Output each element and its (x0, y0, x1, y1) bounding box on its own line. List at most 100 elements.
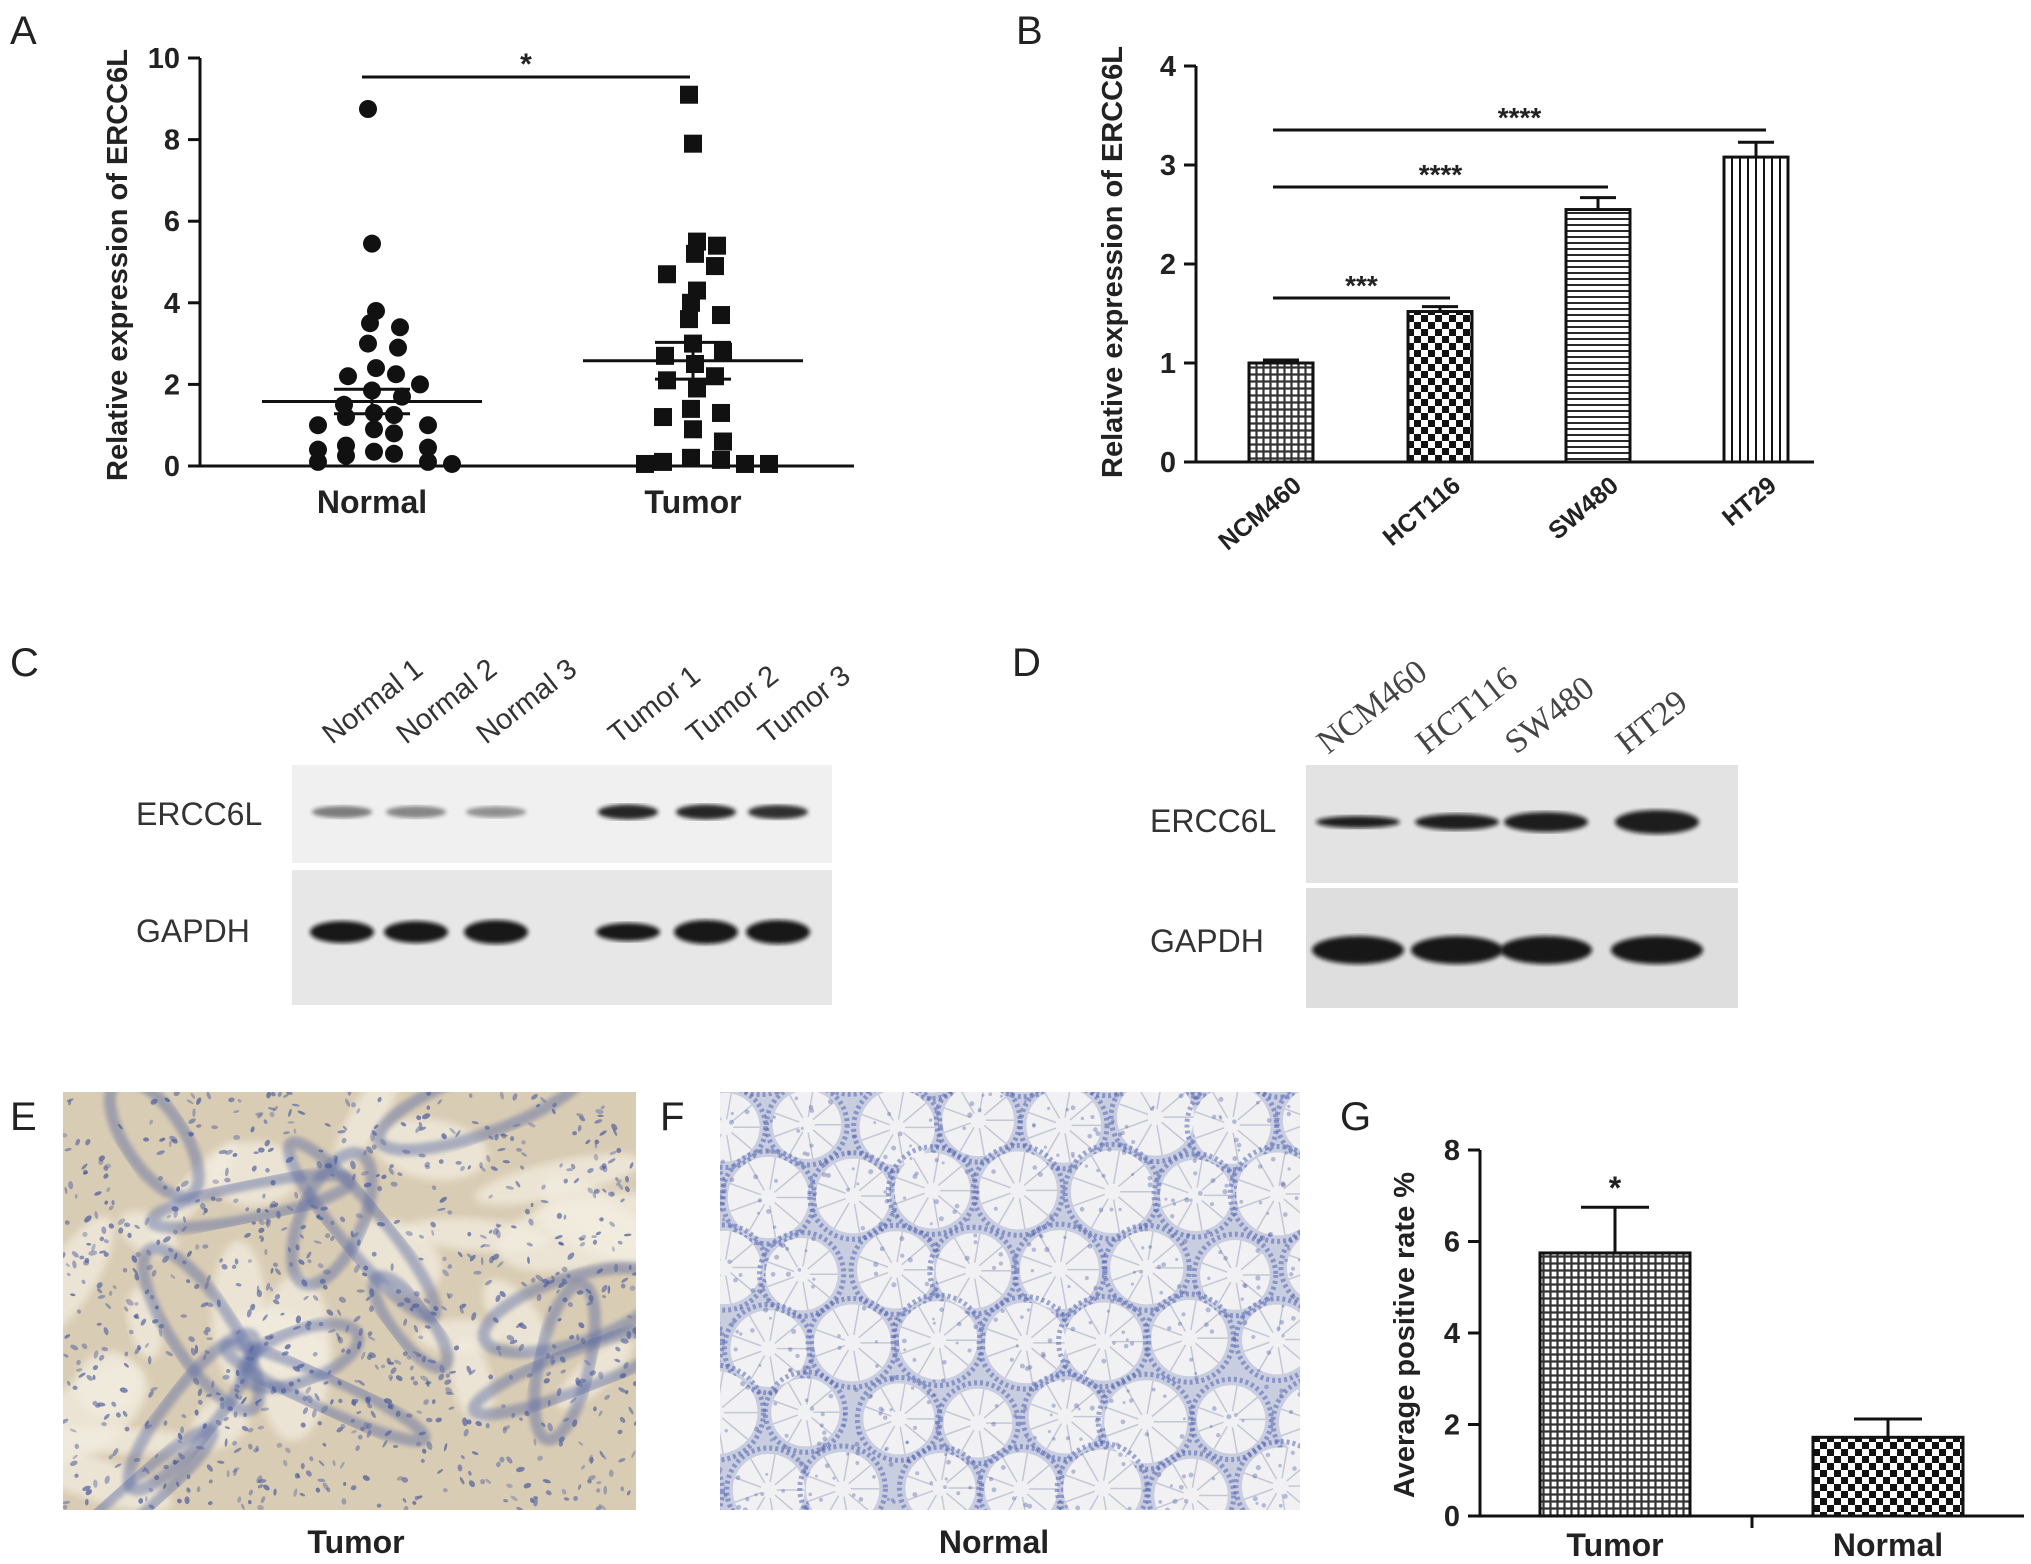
histology-f-crypt-septum-12-2 (807, 1132, 814, 1159)
histology-e-nucleus-697 (232, 1467, 240, 1473)
histology-e-nucleus-107 (96, 1288, 103, 1294)
histology-f-crypt-septum-34-7 (973, 1233, 981, 1263)
histology-f-nucleus-446 (1065, 1436, 1071, 1441)
histology-f-crypt-septum-69-5 (1417, 1477, 1447, 1488)
histology-f-crypt-septum-45-1 (1109, 1346, 1135, 1368)
histology-e-nucleus-778 (241, 1503, 245, 1510)
histology-e-nucleus-85 (179, 1454, 186, 1460)
histology-f-nucleus-407 (720, 1329, 723, 1334)
histology-f-crypt-septum-29-1 (1459, 1202, 1481, 1221)
histology-f-nucleus-331 (1211, 1114, 1217, 1120)
histology-f-nucleus-422 (1260, 1235, 1266, 1241)
histology-f-crypt-septum-45-2 (1104, 1349, 1112, 1381)
histology-f-nucleus-162 (1098, 1207, 1104, 1213)
histology-f-nucleus-405 (1150, 1106, 1155, 1111)
histology-f-crypt-septum-2-3 (829, 1055, 845, 1083)
histology-f-crypt-septum-63-5 (907, 1475, 934, 1487)
histology-e-nucleus-193 (460, 1455, 465, 1460)
histology-f-crypt-septum-42-1 (858, 1347, 883, 1369)
histology-e-nucleus-212 (134, 1224, 140, 1229)
histology-e-nucleus-780 (426, 1441, 433, 1451)
histology-f-nucleus-384 (1047, 1429, 1051, 1434)
histology-f-crypt-septum-75-6 (1049, 1533, 1066, 1562)
histology-e-nucleus-13 (212, 1179, 219, 1184)
histology-f-nucleus-476 (739, 1332, 743, 1336)
histology-f-crypt-septum-53-6 (880, 1387, 896, 1413)
histology-e-nucleus-310 (148, 1487, 154, 1493)
histology-e-nucleus-223 (70, 1344, 79, 1351)
histology-f-nucleus-349 (1009, 1092, 1014, 1095)
histology-f-crypt-septum-71-6 (696, 1535, 709, 1558)
histology-f-crypt-septum-62-6 (823, 1456, 840, 1483)
histology-f-nucleus-328 (943, 1485, 947, 1490)
chart-a-point-normal-0 (359, 100, 377, 118)
histology-f-crypt-septum-7-5 (1242, 1035, 1274, 1046)
histology-e-nucleus-300 (377, 1185, 383, 1192)
histology-f-crypt-septum-13-2 (897, 1135, 905, 1165)
histology-e-nucleus-829 (72, 1385, 78, 1390)
histology-f-crypt-septum-8-4 (1329, 1050, 1357, 1060)
histology-e-nucleus-347 (506, 1483, 513, 1488)
histology-e-nucleus-760 (203, 1330, 209, 1336)
histology-e-nucleus-172 (127, 1232, 132, 1239)
histology-e-nucleus-287 (245, 1356, 255, 1361)
histology-e-nucleus-194 (579, 1242, 586, 1247)
histology-e-nucleus-342 (143, 1137, 150, 1142)
histology-e-nucleus-42 (108, 1290, 113, 1296)
histology-f-crypt-septum-48-8 (1365, 1322, 1386, 1340)
histology-e-nucleus-405 (366, 1430, 372, 1438)
histology-e-nucleus-524 (388, 1374, 393, 1380)
histology-f-nucleus-339 (1252, 1473, 1258, 1479)
histology-f-crypt-septum-34-6 (953, 1237, 970, 1265)
histology-f-crypt-septum-9-8 (1451, 1019, 1476, 1040)
histology-f-crypt-septum-51-6 (695, 1377, 712, 1406)
histology-f-crypt-septum-46-2 (1190, 1345, 1197, 1376)
histology-f-crypt-septum-73-6 (876, 1530, 893, 1559)
histology-e-nucleus-612 (490, 1166, 498, 1171)
chart-g-ytick-label-2: 4 (1444, 1318, 1460, 1350)
histology-e-nucleus-555 (619, 1416, 626, 1423)
histology-e-nucleus-552 (540, 1096, 547, 1103)
histology-f-nucleus-75 (769, 1438, 773, 1442)
histology-f-nucleus-74 (742, 1507, 748, 1510)
histology-f-crypt-septum-9-3 (1425, 1052, 1441, 1080)
histology-f-nucleus-124 (907, 1257, 913, 1263)
histology-e-nucleus-715 (197, 1388, 203, 1397)
histology-f-crypt-septum-67-4 (1244, 1488, 1274, 1501)
histology-f-crypt-septum-38-5 (1288, 1254, 1300, 1260)
histology-f-crypt-57 (1196, 1385, 1266, 1454)
histology-f-crypt-septum-40-8 (686, 1319, 708, 1337)
histology-e-nucleus-779 (288, 1381, 294, 1387)
histology-e-nucleus-569 (632, 1327, 636, 1334)
histology-e-nucleus-686 (499, 1290, 506, 1298)
histology-f-nucleus-451 (1027, 1503, 1033, 1509)
histology-e-nucleus-713 (82, 1485, 91, 1491)
histology-e-nucleus-472 (181, 1225, 187, 1232)
histology-f-nucleus-456 (1093, 1285, 1099, 1291)
histology-e-nucleus-794 (186, 1488, 191, 1493)
histology-f-crypt-26 (1160, 1159, 1232, 1232)
histology-f-nucleus-488 (956, 1491, 961, 1496)
histology-f-crypt-septum-16-6 (1140, 1092, 1153, 1111)
histology-e-nucleus-249 (330, 1235, 335, 1242)
histology-f-nucleus-140 (1087, 1133, 1093, 1139)
histology-f-crypt-septum-8-8 (1371, 1023, 1394, 1042)
histology-f-crypt-septum-2-5 (812, 1034, 843, 1045)
histology-e-nucleus-355 (264, 1139, 270, 1147)
histology-e-nucleus-23 (327, 1370, 332, 1375)
histology-f-nucleus-357 (888, 1188, 894, 1194)
histology-f-nucleus-65 (884, 1199, 890, 1204)
histology-e-nucleus-68 (249, 1345, 254, 1353)
histology-f-crypt-septum-38-1 (1328, 1272, 1349, 1289)
histology-f-crypt-septum-7-3 (1260, 1057, 1277, 1086)
histology-e-nucleus-308 (403, 1506, 409, 1510)
histology-e-nucleus-150 (186, 1099, 194, 1104)
histology-f-crypt-septum-33-4 (859, 1271, 889, 1284)
histology-f-nucleus-210 (1071, 1469, 1076, 1474)
histology-f-crypt-septum-17-2 (1232, 1132, 1240, 1164)
histology-f-nucleus-31 (842, 1412, 847, 1417)
histology-e-nucleus-404 (223, 1416, 229, 1422)
histology-f-crypt-septum-78-5 (1292, 1556, 1320, 1564)
histology-f-nucleus-1 (1163, 1394, 1167, 1399)
